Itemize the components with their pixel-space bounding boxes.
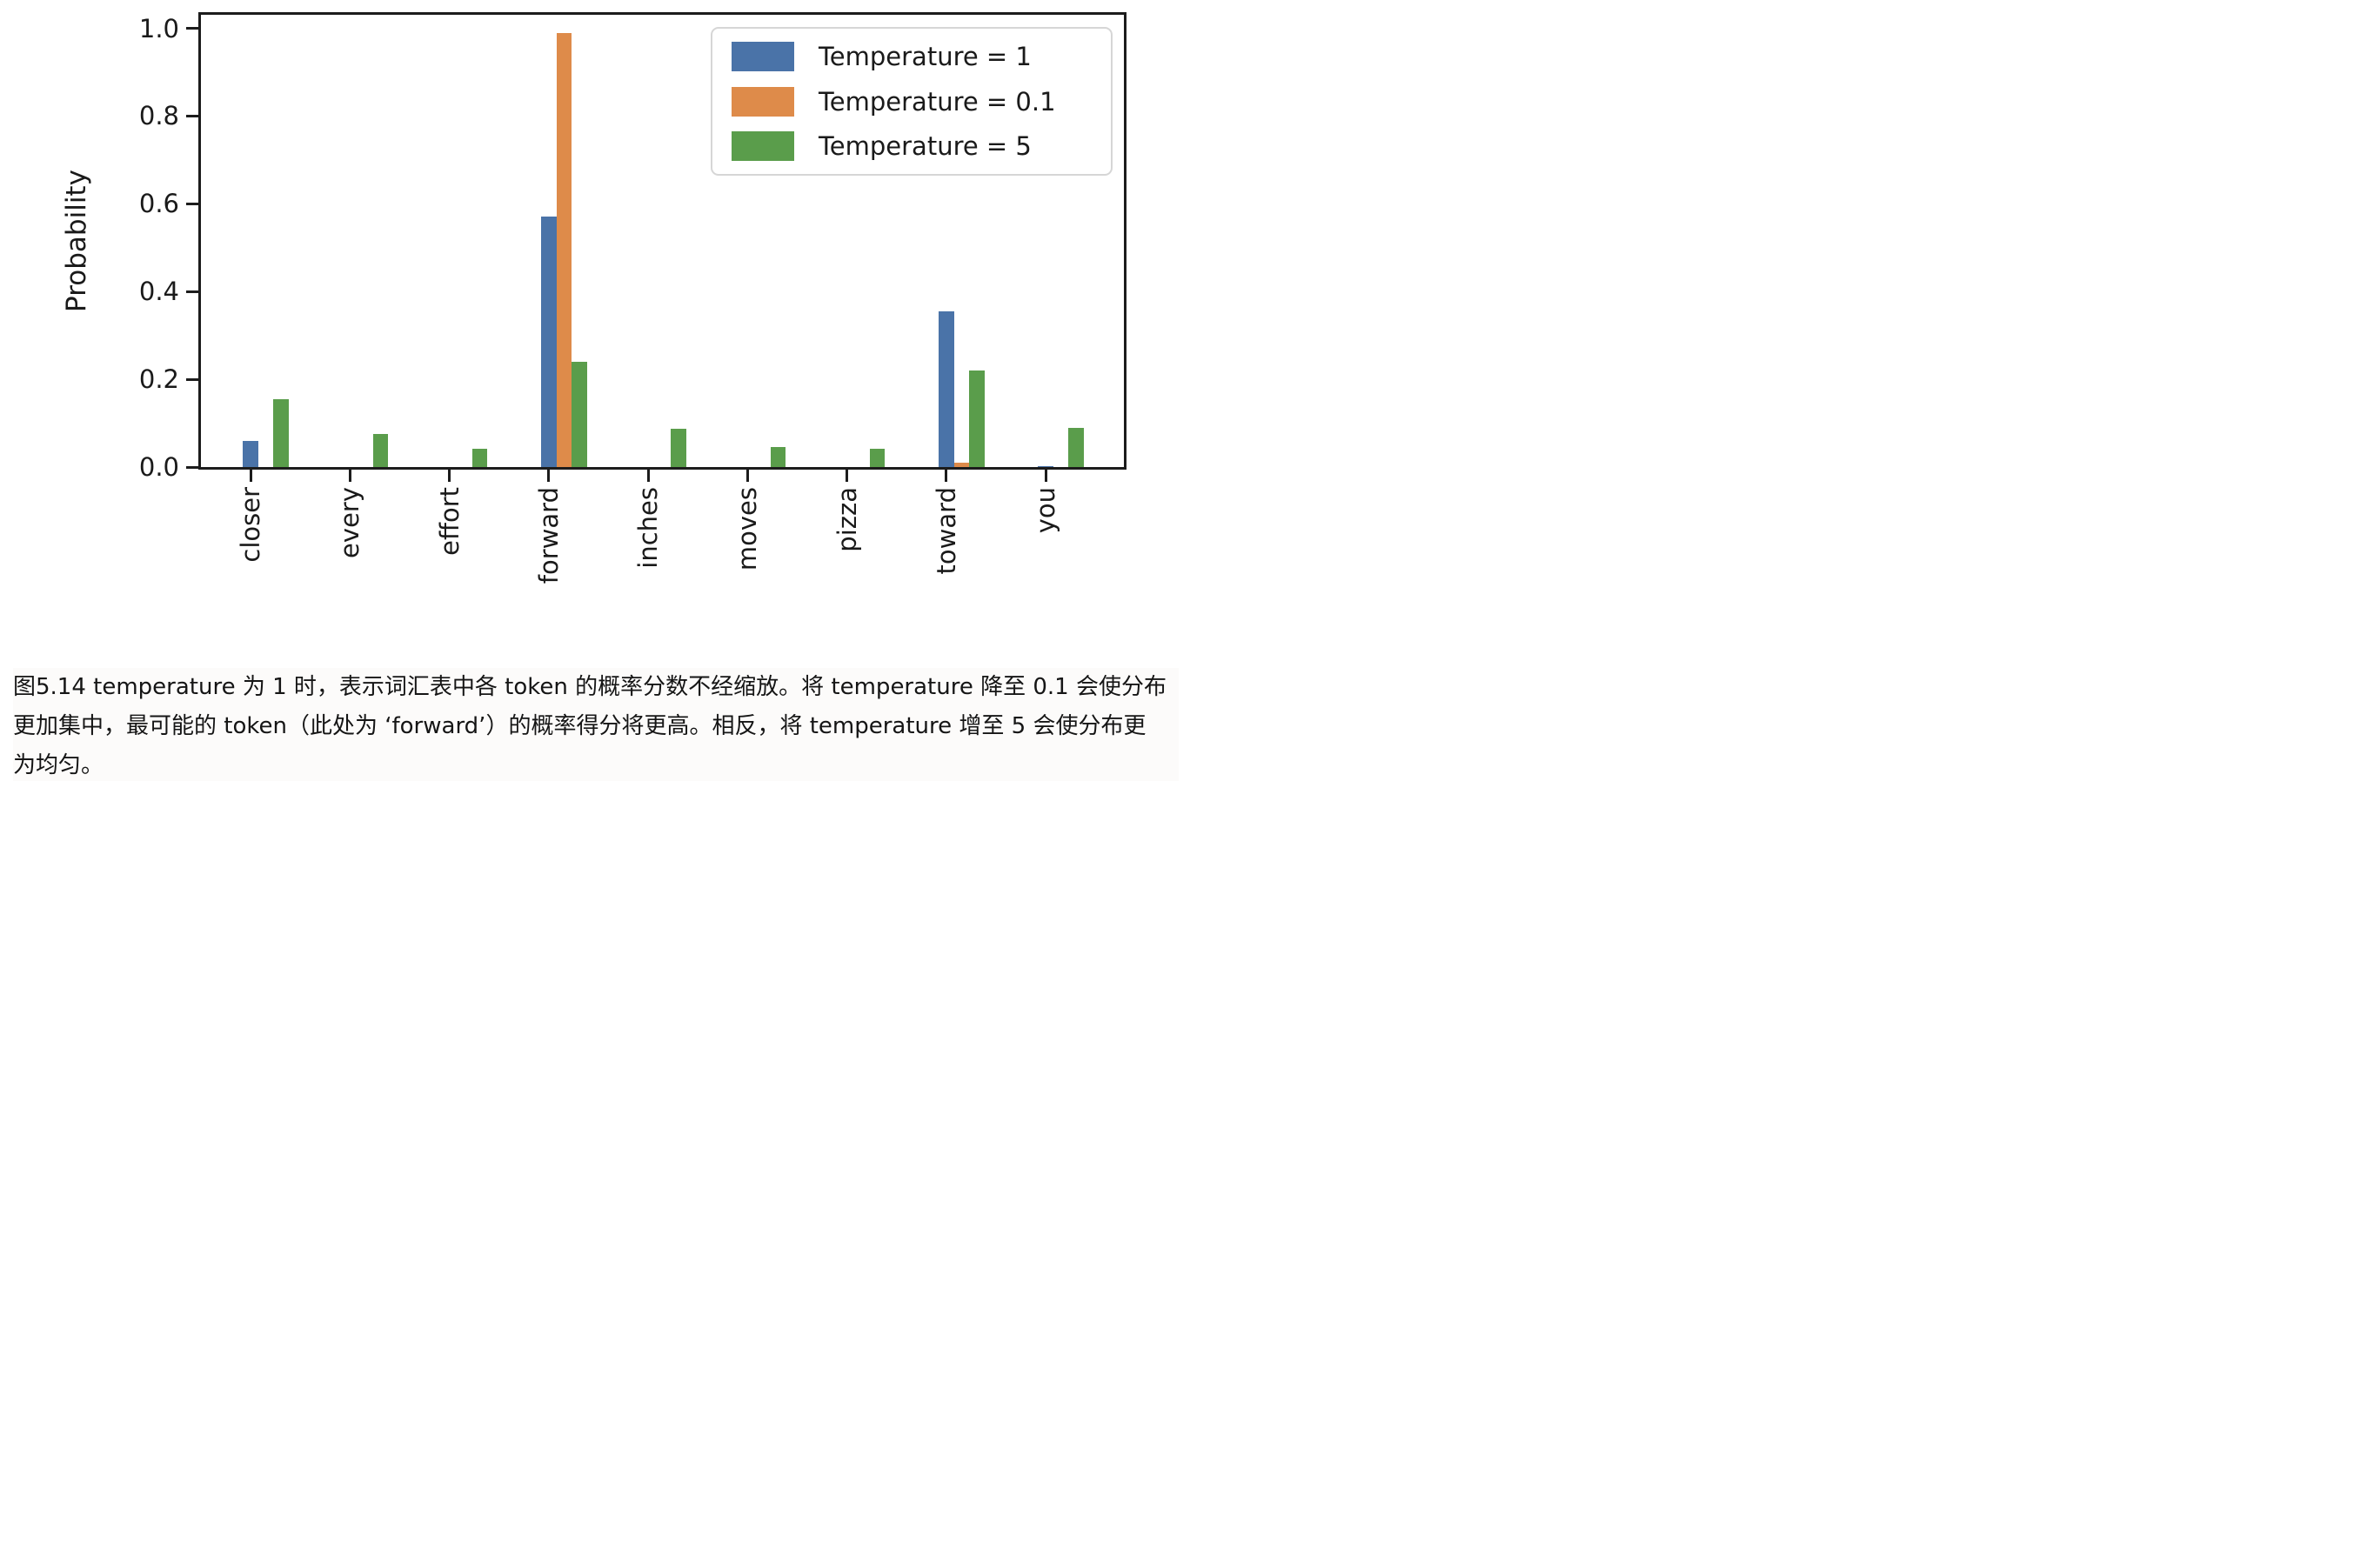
- legend-swatch: [732, 86, 794, 117]
- figure-caption: 图5.14 temperature 为 1 时，表示词汇表中各 token 的概…: [13, 668, 1179, 781]
- y-tick-label-0.8: 0.8: [138, 101, 179, 131]
- bar-moves-Temperature=5: [770, 447, 786, 467]
- legend: Temperature = 1 Temperature = 0.1 Temperat…: [711, 27, 1113, 176]
- bar-forward-Temperature=1: [541, 217, 557, 467]
- x-tick-closer: [249, 470, 252, 482]
- y-tick-label-0.6: 0.6: [138, 189, 179, 219]
- bar-pizza-Temperature=5: [869, 448, 886, 467]
- x-tick-moves: [745, 470, 749, 482]
- figure-5-14: Probability closer every effort forward inch…: [0, 0, 1190, 781]
- bar-toward-Temperature=0.1: [953, 462, 969, 467]
- x-tick-you: [1044, 470, 1047, 482]
- legend-swatch: [732, 42, 794, 71]
- y-tick-0.8: [186, 114, 198, 117]
- bar-closer-Temperature=1: [243, 440, 258, 467]
- legend-label: Temperature = 1: [819, 42, 1032, 71]
- y-tick-1.0: [186, 27, 198, 30]
- legend-label: Temperature = 5: [819, 131, 1032, 161]
- bar-you-Temperature=5: [1068, 427, 1084, 467]
- bar-toward-Temperature=5: [969, 370, 985, 467]
- x-tick-label-text: moves: [732, 487, 763, 571]
- y-tick-0.0: [186, 465, 198, 469]
- bar-effort-Temperature=5: [471, 448, 488, 467]
- x-tick-label-text: you: [1031, 487, 1060, 534]
- y-tick-0.6: [186, 202, 198, 205]
- y-tick-0.4: [186, 290, 198, 293]
- bar-you-Temperature=1: [1038, 465, 1053, 467]
- x-tick-label-text: forward: [533, 487, 564, 584]
- x-tick-label-text: effort: [434, 487, 465, 556]
- y-tick-label-0.2: 0.2: [138, 364, 179, 395]
- legend-label: Temperature = 0.1: [819, 86, 1056, 117]
- x-tick-forward: [547, 470, 551, 482]
- caption-line: 为均匀。: [13, 752, 104, 778]
- x-tick-label-text: closer: [236, 487, 265, 563]
- bar-forward-Temperature=5: [572, 361, 587, 467]
- legend-item: Temperature = 0.1: [732, 86, 1092, 117]
- x-tick-label-text: toward: [931, 487, 961, 575]
- bar-closer-Temperature=5: [273, 398, 289, 467]
- x-tick-inches: [646, 470, 650, 482]
- bar-every-Temperature=5: [372, 434, 388, 467]
- y-tick-label-0.4: 0.4: [138, 277, 179, 307]
- y-tick-0.2: [186, 377, 198, 381]
- y-tick-label-0.0: 0.0: [138, 452, 179, 482]
- x-tick-effort: [448, 470, 451, 482]
- bar-forward-Temperature=0.1: [556, 32, 572, 467]
- x-tick-toward: [945, 470, 948, 482]
- caption-line: 图5.14 temperature 为 1 时，表示词汇表中各 token 的概…: [13, 674, 1167, 700]
- legend-item: Temperature = 1: [732, 42, 1092, 71]
- x-tick-every: [348, 470, 351, 482]
- y-tick-label-1.0: 1.0: [138, 13, 179, 43]
- x-tick-pizza: [846, 470, 848, 482]
- x-tick-label-text: inches: [633, 487, 663, 569]
- y-axis-title: Probability: [61, 170, 92, 312]
- bar-toward-Temperature=1: [939, 310, 954, 467]
- bar-inches-Temperature=5: [671, 428, 686, 467]
- legend-item: Temperature = 5: [732, 131, 1092, 161]
- caption-line: 更加集中，最可能的 token（此处为 ‘forward’）的概率得分将更高。相…: [13, 713, 1147, 739]
- x-tick-label-text: every: [335, 487, 365, 558]
- x-tick-label-text: pizza: [832, 487, 862, 552]
- legend-swatch: [732, 131, 794, 161]
